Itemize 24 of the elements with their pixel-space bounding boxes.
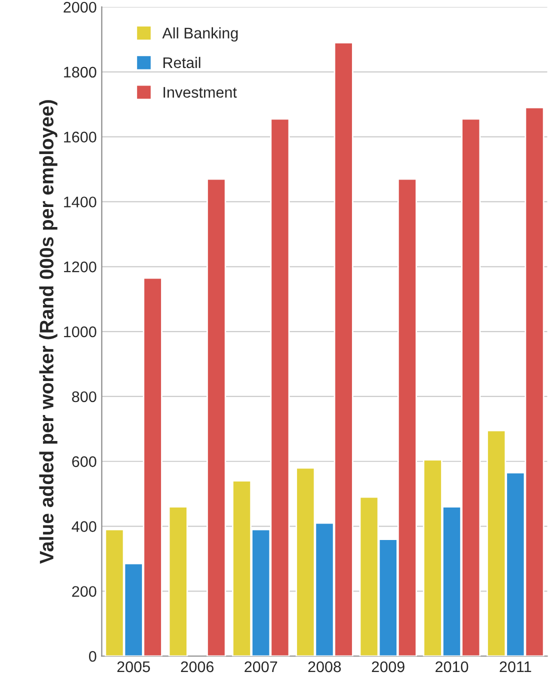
x-tick-label: 2011 [500, 661, 532, 672]
x-tick-label: 2010 [436, 661, 468, 672]
x-tick-label: 2006 [180, 661, 214, 672]
legend-label: All Banking [162, 27, 238, 42]
x-tick-label: 2007 [244, 661, 278, 672]
bar [168, 506, 188, 656]
y-tick-label: 1400 [64, 196, 96, 208]
y-tick-label: 600 [72, 456, 96, 468]
y-tick-label: 1200 [64, 262, 96, 272]
y-tick-label: 2000 [64, 2, 96, 13]
y-tick-label: 1600 [64, 132, 96, 142]
y-tick-label: 1800 [64, 66, 96, 78]
x-tick-label: 2008 [308, 661, 341, 672]
y-tick-label: 1000 [64, 326, 96, 338]
y-tick-label: 0 [88, 650, 96, 662]
x-tick-label: 2009 [372, 661, 404, 672]
y-tick-label: 400 [72, 521, 96, 532]
x-tick-label: 2005 [117, 661, 150, 672]
legend-label: Investment [164, 87, 237, 98]
y-tick-label: 800 [72, 391, 96, 402]
y-tick-label: 200 [72, 586, 96, 597]
y-axis-title: Value added per worker (Rand 000s per employee) [39, 100, 58, 564]
bar [206, 178, 226, 656]
legend-label: Retail [163, 56, 200, 68]
